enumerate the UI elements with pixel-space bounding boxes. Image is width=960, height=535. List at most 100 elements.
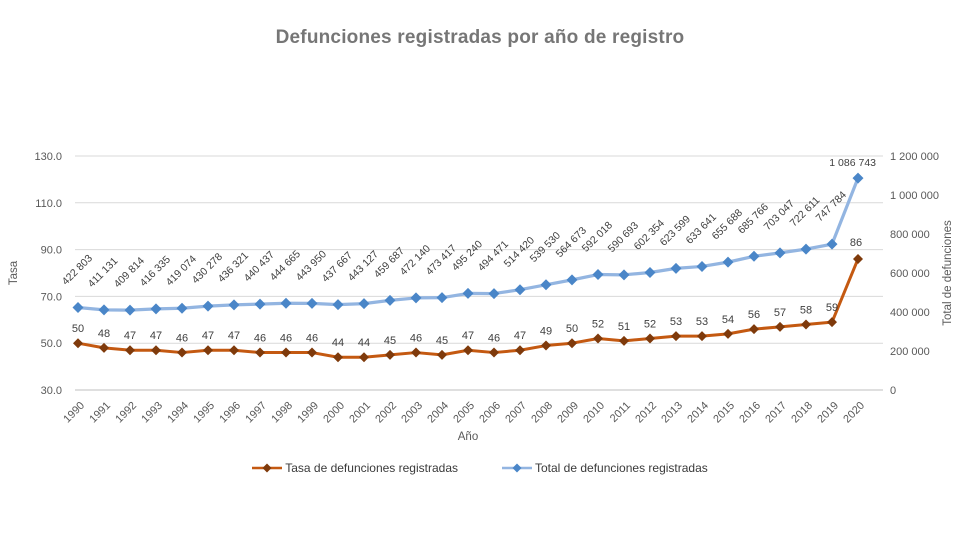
x-axis-tick: 1998	[269, 400, 295, 426]
data-point-tasa	[463, 345, 473, 356]
legend-item-tasa: Tasa de defunciones registradas	[252, 461, 458, 475]
y-axis-right-tick: 1 000 000	[890, 190, 939, 202]
data-point-tasa	[255, 347, 265, 358]
y-axis-right-tick: 400 000	[890, 307, 930, 319]
data-point-total	[306, 297, 318, 309]
y-axis-left-tick: 110.0	[35, 198, 62, 210]
data-point-total	[800, 243, 812, 255]
x-axis-title: Año	[458, 431, 478, 443]
data-point-tasa	[151, 345, 161, 356]
data-label-tasa: 53	[696, 316, 708, 328]
x-axis-tick: 1991	[87, 400, 113, 426]
x-axis-tick: 1990	[61, 400, 87, 426]
y-axis-left-tick: 90.0	[41, 245, 62, 257]
data-label-tasa: 58	[800, 304, 812, 316]
data-label-tasa: 50	[72, 323, 84, 335]
data-point-tasa	[567, 338, 577, 349]
data-label-tasa: 47	[228, 330, 240, 342]
data-point-total	[332, 299, 344, 311]
data-label-tasa: 46	[254, 333, 266, 345]
data-point-tasa	[489, 347, 499, 358]
legend-label-tasa: Tasa de defunciones registradas	[285, 461, 458, 475]
data-point-tasa	[515, 345, 525, 356]
chart-legend: Tasa de defunciones registradas Total de…	[0, 461, 960, 475]
data-label-tasa: 59	[826, 302, 838, 314]
y-axis-right-tick: 1 200 000	[890, 151, 939, 163]
legend-item-total: Total de defunciones registradas	[502, 461, 708, 475]
data-label-tasa: 47	[462, 330, 474, 342]
x-axis-tick: 2004	[425, 400, 451, 426]
y-axis-right-tick: 600 000	[890, 268, 930, 280]
data-point-total	[228, 299, 240, 311]
data-point-total	[644, 267, 656, 279]
legend-total-marker-icon	[502, 463, 532, 473]
x-axis-tick: 2012	[633, 400, 659, 426]
x-axis-tick: 1993	[139, 400, 165, 426]
data-label-tasa: 50	[566, 323, 578, 335]
data-label-tasa: 46	[280, 333, 292, 345]
data-point-total	[358, 298, 370, 310]
data-point-total	[618, 269, 630, 281]
data-label-tasa: 52	[592, 319, 604, 331]
data-label-tasa: 47	[124, 330, 136, 342]
data-point-total	[774, 247, 786, 259]
data-point-tasa	[749, 324, 759, 335]
data-point-tasa	[333, 352, 343, 363]
data-point-tasa	[723, 328, 733, 339]
data-label-total: 1 086 743	[829, 157, 876, 169]
data-point-total	[592, 269, 604, 281]
data-point-tasa	[801, 319, 811, 330]
x-axis-tick: 2019	[815, 400, 841, 426]
data-label-tasa: 46	[176, 333, 188, 345]
data-point-tasa	[203, 345, 213, 356]
data-point-total	[670, 262, 682, 274]
data-point-total	[826, 238, 838, 250]
x-axis-tick: 2002	[373, 400, 399, 426]
legend-label-total: Total de defunciones registradas	[535, 461, 708, 475]
data-label-tasa: 46	[488, 333, 500, 345]
y-axis-left-tick: 50.0	[41, 338, 62, 350]
data-point-total	[436, 292, 448, 304]
data-point-total	[202, 300, 214, 312]
data-label-total: 459 687	[372, 245, 407, 280]
data-point-tasa	[775, 321, 785, 332]
data-point-total	[488, 288, 500, 300]
data-point-tasa	[281, 347, 291, 358]
data-point-tasa	[541, 340, 551, 351]
data-point-total	[462, 287, 474, 299]
x-axis-tick: 1995	[191, 400, 217, 426]
data-point-tasa	[73, 338, 83, 349]
x-axis-tick: 2003	[399, 400, 425, 426]
y-axis-right-title: Total de defunciones	[942, 220, 954, 326]
data-point-tasa	[619, 335, 629, 346]
y-axis-left-tick: 130.0	[34, 151, 62, 163]
x-axis-tick: 2016	[737, 400, 763, 426]
data-point-tasa	[307, 347, 317, 358]
x-axis-tick: 2001	[347, 400, 373, 426]
data-point-tasa	[125, 345, 135, 356]
x-axis-tick: 2015	[711, 400, 737, 426]
data-label-tasa: 47	[202, 330, 214, 342]
data-label-tasa: 53	[670, 316, 682, 328]
data-label-tasa: 47	[514, 330, 526, 342]
y-axis-left-tick: 70.0	[41, 291, 62, 303]
data-label-tasa: 54	[722, 314, 734, 326]
data-label-tasa: 45	[436, 335, 448, 347]
legend-tasa-marker-icon	[252, 463, 283, 473]
data-point-tasa	[359, 352, 369, 363]
data-point-total	[254, 298, 266, 310]
data-label-tasa: 48	[98, 328, 110, 340]
data-label-tasa: 51	[618, 321, 630, 333]
y-axis-right-tick: 200 000	[890, 346, 930, 358]
y-axis-left-title: Tasa	[8, 260, 20, 285]
data-point-total	[410, 292, 422, 304]
data-point-tasa	[177, 347, 187, 358]
data-point-tasa	[853, 253, 863, 264]
data-label-tasa: 46	[306, 333, 318, 345]
data-point-total	[150, 303, 162, 315]
data-label-tasa: 56	[748, 309, 760, 321]
x-axis-tick: 2006	[477, 400, 503, 426]
x-axis-tick: 2017	[763, 400, 789, 426]
